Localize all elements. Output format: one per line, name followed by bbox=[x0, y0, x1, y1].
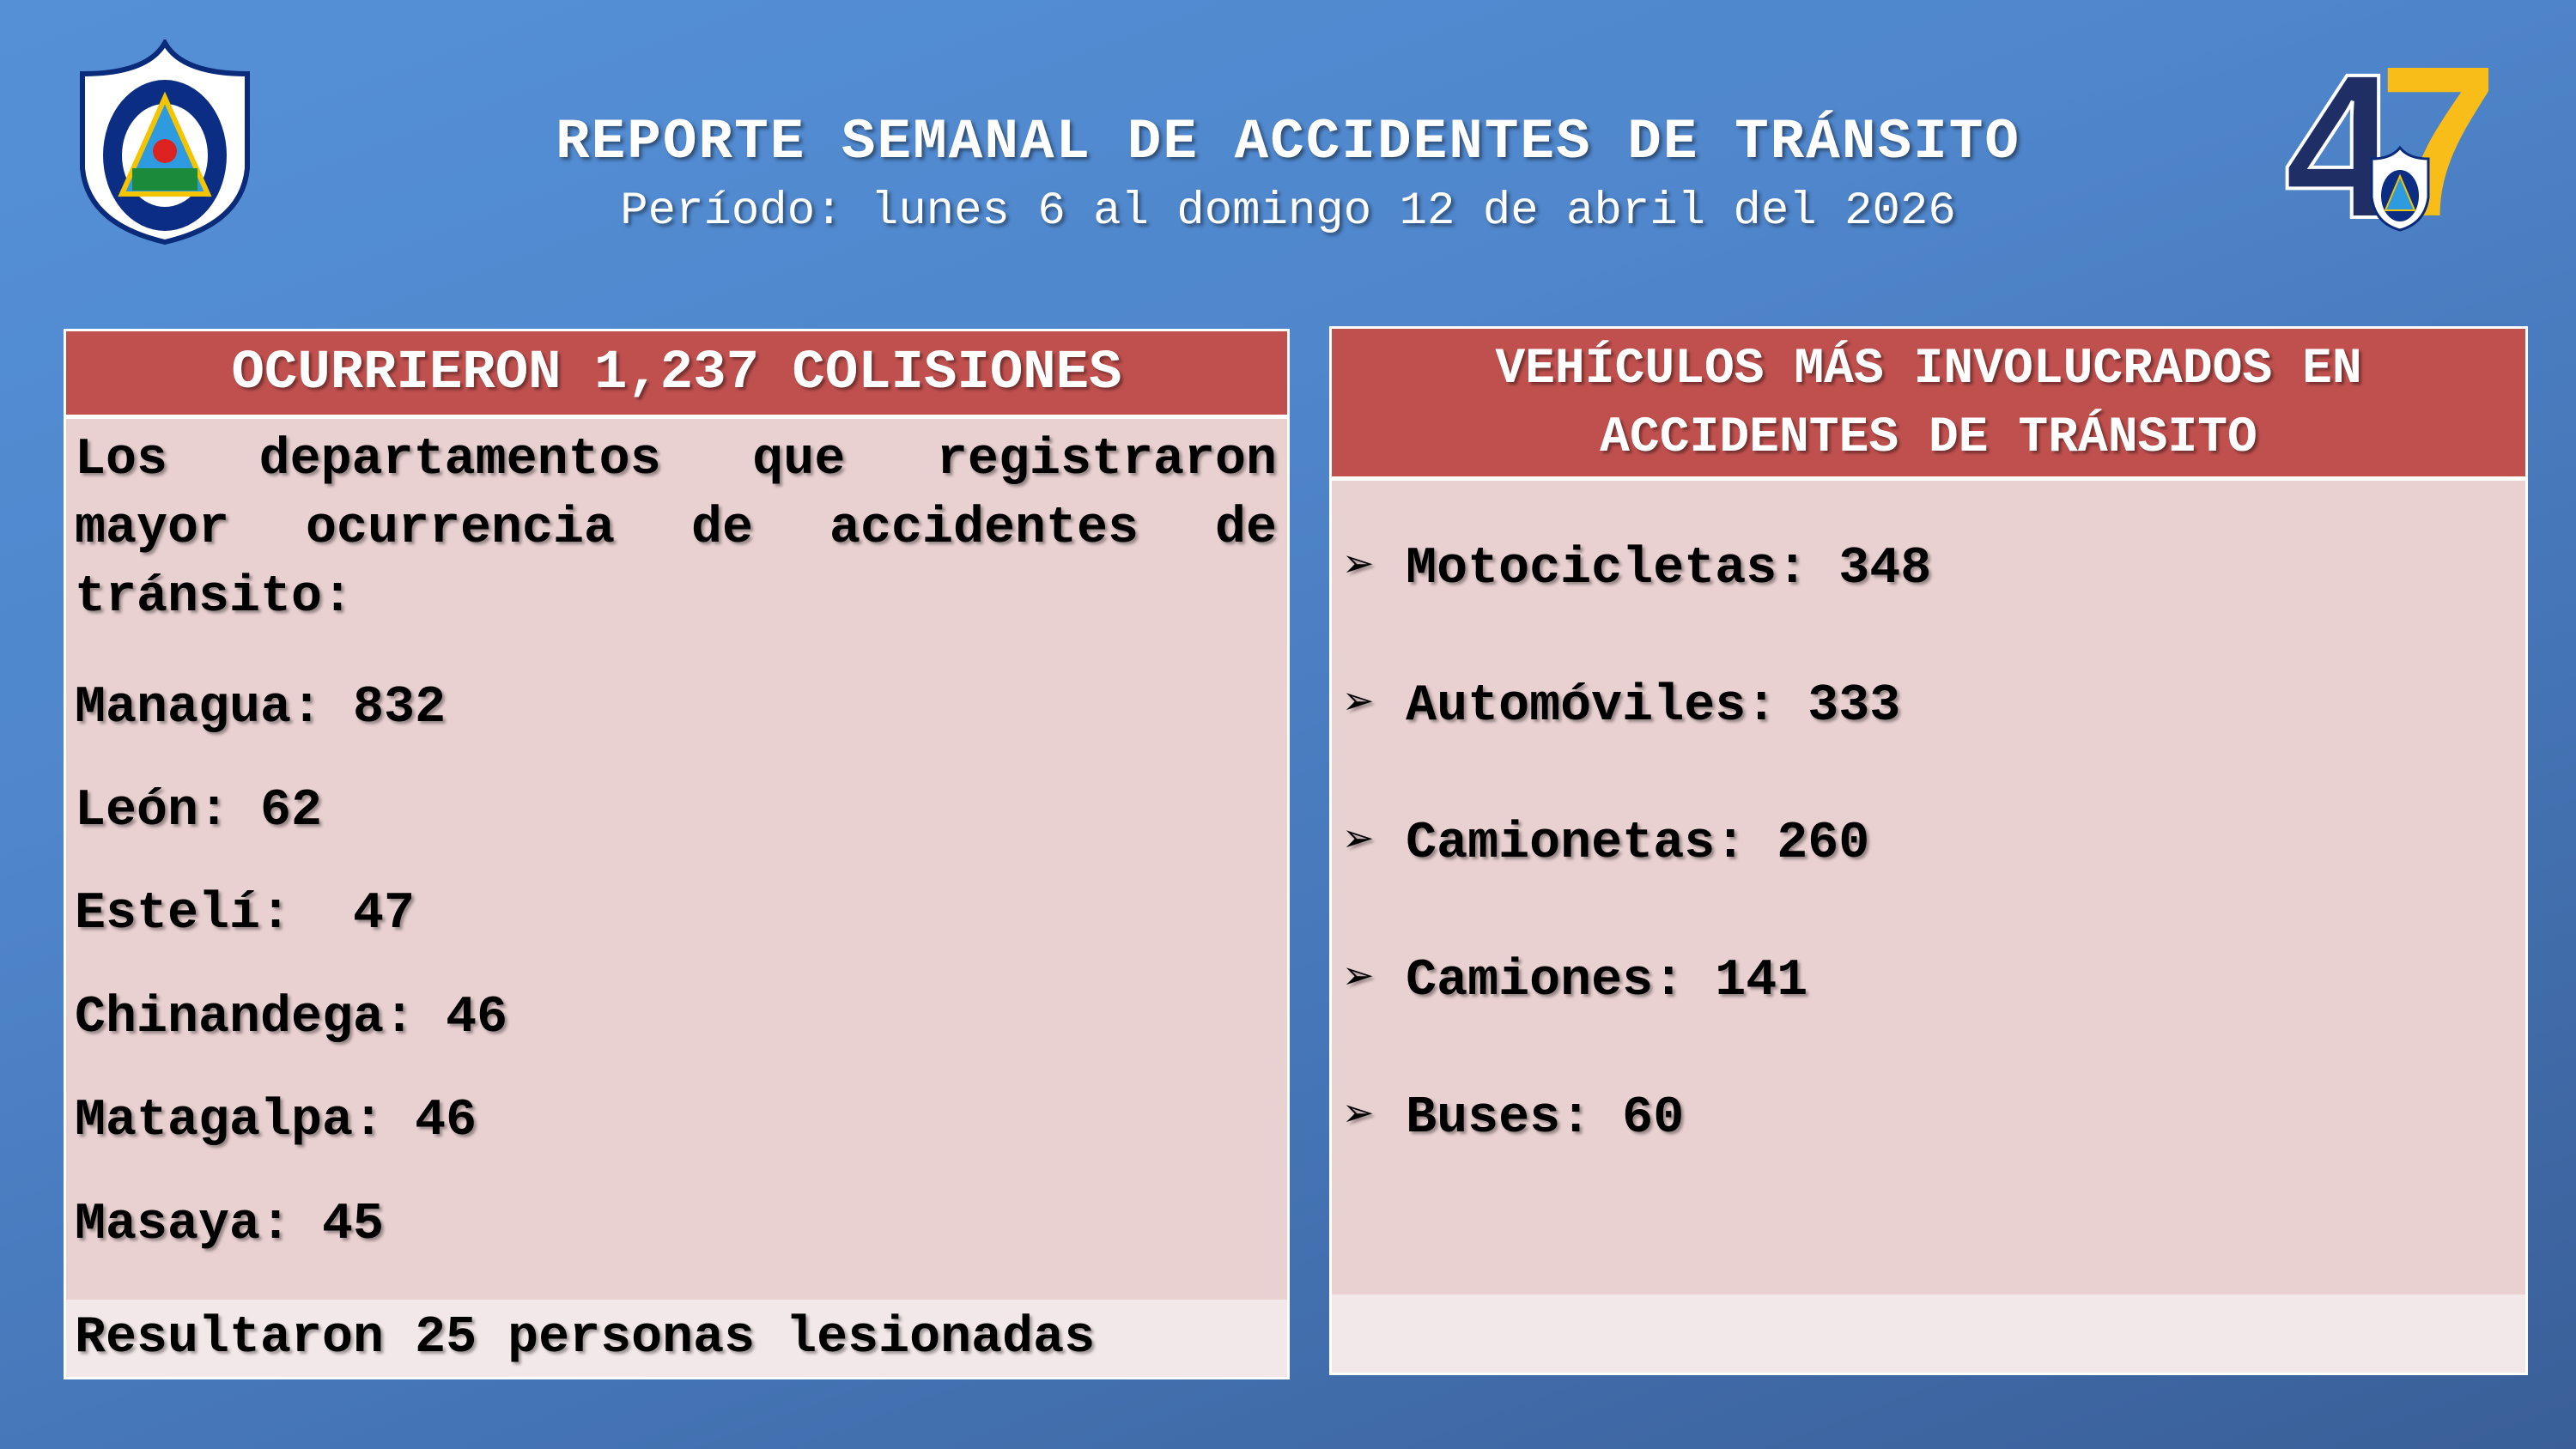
vehicles-footer bbox=[1332, 1294, 2525, 1373]
intro-line: Los departamentos que registraron bbox=[75, 431, 1277, 489]
vehicles-heading: VEHÍCULOS MÁS INVOLUCRADOS EN bbox=[1495, 342, 2362, 397]
department-item: Masaya: 45 bbox=[75, 1196, 385, 1254]
intro-line: mayor ocurrencia de accidentes de bbox=[75, 500, 1277, 558]
vehicle-item: ➢ Motocicletas: 348 bbox=[1344, 540, 1932, 598]
arrow-bullet-icon: ➢ bbox=[1344, 540, 1406, 598]
collisions-heading: OCURRIERON 1,237 COLISIONES bbox=[66, 331, 1287, 419]
page-title: REPORTE SEMANAL DE ACCIDENTES DE TRÁNSIT… bbox=[556, 110, 2020, 174]
arrow-bullet-icon: ➢ bbox=[1344, 677, 1406, 736]
period-subtitle: Período: lunes 6 al domingo 12 de abril … bbox=[620, 185, 1956, 238]
policia-nacional-logo bbox=[80, 39, 250, 246]
vehicle-item: ➢ Camiones: 141 bbox=[1344, 952, 1808, 1010]
47-anniversary-logo: 4 7 bbox=[2282, 21, 2499, 261]
arrow-bullet-icon: ➢ bbox=[1344, 815, 1406, 873]
department-item: Managua: 832 bbox=[75, 679, 447, 737]
department-item: Estelí: 47 bbox=[75, 885, 416, 943]
vehicle-item: ➢ Camionetas: 260 bbox=[1344, 815, 1870, 873]
department-item: Chinandega: 46 bbox=[75, 989, 508, 1047]
arrow-bullet-icon: ➢ bbox=[1344, 952, 1406, 1010]
collisions-panel: OCURRIERON 1,237 COLISIONES Los departam… bbox=[64, 329, 1290, 1379]
intro-line: tránsito: bbox=[75, 568, 354, 627]
department-item: León: 62 bbox=[75, 782, 323, 840]
department-item: Matagalpa: 46 bbox=[75, 1092, 477, 1150]
vehicle-item: ➢ Automóviles: 333 bbox=[1344, 677, 1901, 736]
vehicle-item: ➢ Buses: 60 bbox=[1344, 1089, 1685, 1148]
arrow-bullet-icon: ➢ bbox=[1344, 1089, 1406, 1148]
injured-summary: Resultaron 25 personas lesionadas bbox=[75, 1309, 1096, 1367]
vehicles-panel: VEHÍCULOS MÁS INVOLUCRADOS EN ACCIDENTES… bbox=[1329, 326, 2528, 1375]
vehicles-heading: ACCIDENTES DE TRÁNSITO bbox=[1600, 410, 2257, 466]
